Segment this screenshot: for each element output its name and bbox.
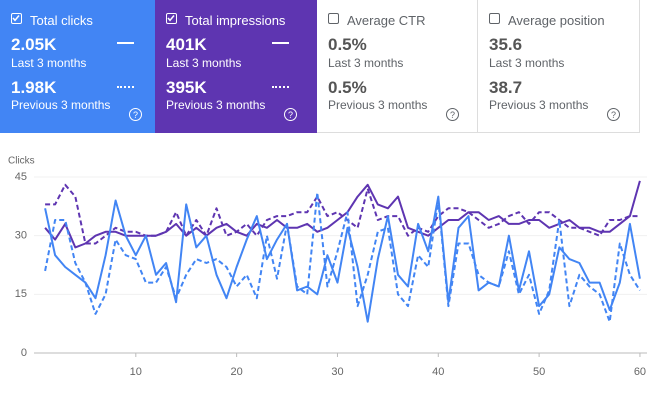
metric-value: 2.05K: [11, 35, 57, 54]
help-icon: ?: [446, 108, 459, 121]
previous-value: 0.5%: [328, 78, 367, 97]
check: [167, 15, 175, 22]
metric-card[interactable]: Total impressions 401K Last 3 months 395K Pr…: [155, 0, 317, 133]
current-period-line: [44, 195, 641, 323]
y-tick-label: 15: [15, 288, 27, 300]
metric-value: 0.5%: [328, 35, 367, 54]
previous-period-label: Previous 3 months: [328, 98, 428, 112]
previous-period-line: [44, 191, 641, 323]
line-style-dotted: [117, 86, 134, 88]
previous-value: 38.7: [489, 78, 523, 97]
checkbox: [166, 13, 177, 24]
metric-label: Total clicks: [30, 13, 93, 28]
metric-card[interactable]: Total clicks 2.05K Last 3 months 1.98K Previ…: [0, 0, 155, 133]
current-period-line: [44, 180, 641, 249]
metric-value: 401K: [166, 35, 207, 54]
previous-period-label: Previous 3 months: [11, 98, 111, 112]
x-tick-label: 20: [231, 366, 243, 378]
check: [12, 15, 20, 22]
y-axis-label: Clicks: [8, 156, 35, 167]
x-tick-label: 60: [634, 366, 646, 378]
line-style-solid: [117, 42, 134, 44]
metric-label: Average position: [508, 13, 605, 28]
period-label: Last 3 months: [489, 56, 565, 70]
y-tick-label: 45: [15, 171, 27, 183]
previous-period-label: Previous 3 months: [166, 98, 266, 112]
help-icon: ?: [284, 108, 297, 121]
checkbox: [328, 13, 339, 24]
period-label: Last 3 months: [166, 56, 242, 70]
period-label: Last 3 months: [328, 56, 404, 70]
line-style-dotted: [272, 86, 289, 88]
x-tick-label: 30: [331, 366, 343, 378]
checkbox: [489, 13, 500, 24]
x-tick-label: 10: [130, 366, 142, 378]
metric-label: Average CTR: [347, 13, 426, 28]
x-tick-label: 40: [432, 366, 444, 378]
previous-value: 395K: [166, 78, 207, 97]
y-tick-label: 30: [15, 230, 27, 242]
period-label: Last 3 months: [11, 56, 87, 70]
line-style-solid: [272, 42, 289, 44]
help-icon: ?: [129, 108, 142, 121]
help-icon: ?: [607, 108, 620, 121]
metric-value: 35.6: [489, 35, 523, 54]
metric-card[interactable]: Average position 35.6 Last 3 months 38.7 Pre…: [478, 0, 640, 133]
metric-card[interactable]: Average CTR 0.5% Last 3 months 0.5% Previous…: [317, 0, 478, 133]
checkbox: [11, 13, 22, 24]
previous-period-label: Previous 3 months: [489, 98, 589, 112]
previous-value: 1.98K: [11, 78, 57, 97]
y-tick-label: 0: [21, 347, 27, 359]
metric-label: Total impressions: [185, 13, 286, 28]
x-tick-label: 50: [533, 366, 545, 378]
